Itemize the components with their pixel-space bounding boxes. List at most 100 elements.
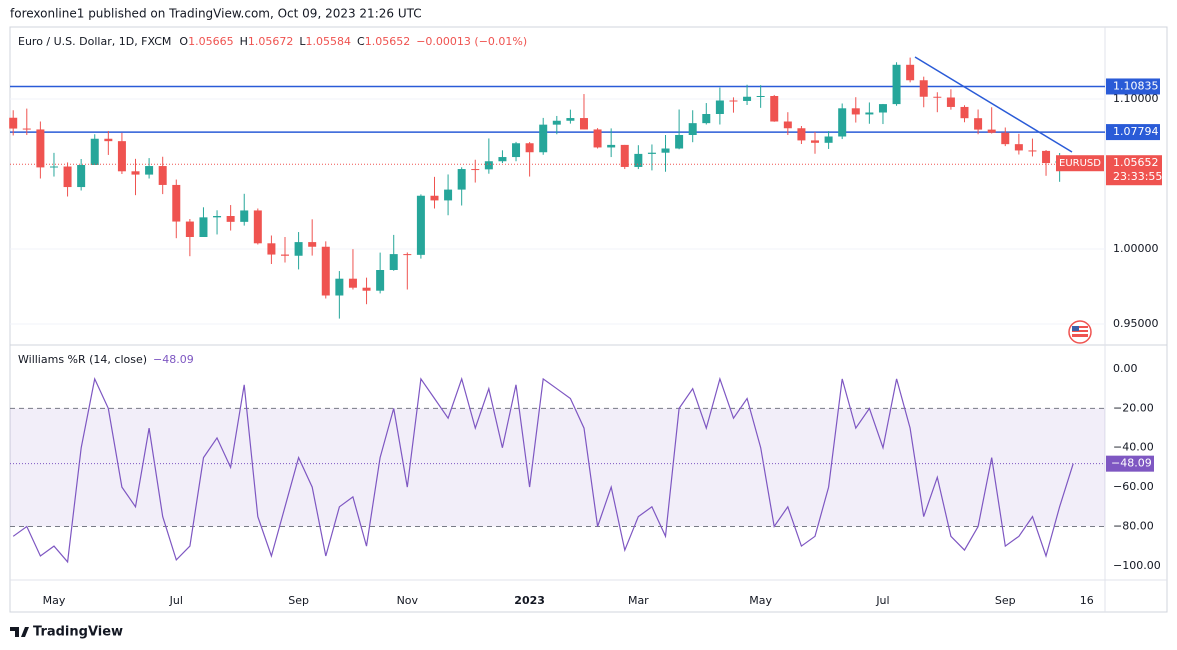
candle-body	[430, 195, 439, 201]
level-price-label: 1.10835	[1113, 79, 1159, 92]
candle-body	[688, 123, 697, 135]
x-tick-label: Jul	[169, 594, 183, 607]
candle-body	[416, 195, 425, 255]
candle-body	[308, 242, 317, 247]
flag-stripes	[1072, 326, 1088, 337]
candle-body	[797, 128, 806, 141]
x-tick-label: 16	[1080, 594, 1094, 607]
candle-body	[974, 118, 983, 130]
candle-body	[281, 254, 289, 256]
countdown-label: 23:33:55	[1113, 170, 1162, 183]
level-price-box	[1106, 78, 1160, 95]
publish-header: forexonline1 published on TradingView.co…	[10, 7, 422, 21]
candle-body	[90, 138, 99, 165]
chart-frame	[9, 26, 1168, 613]
candle-body	[104, 138, 113, 142]
candle-body	[403, 254, 412, 256]
x-tick-label: May	[43, 594, 66, 607]
candle-body	[675, 135, 684, 149]
candle-body	[444, 189, 453, 201]
indicator-legend: Williams %R (14, close) −48.09	[18, 353, 194, 366]
trend-line	[914, 56, 1073, 153]
candle-body	[199, 217, 208, 237]
candle-body	[77, 165, 86, 188]
candle-body	[987, 129, 996, 133]
candle-body	[593, 129, 602, 148]
level-price-label: 1.07794	[1113, 125, 1159, 138]
candle-body	[49, 166, 58, 168]
x-tick-label: 2023	[514, 594, 545, 607]
tradingview-logo: TradingView	[10, 625, 123, 640]
last-price-label: 1.05652	[1113, 156, 1159, 169]
logo-mark	[10, 627, 29, 637]
candle-body	[117, 141, 126, 172]
candle-body	[376, 270, 385, 291]
candle-body	[362, 287, 371, 291]
candle-body	[579, 118, 588, 130]
legend-part: Williams %R (14, close)	[18, 353, 147, 366]
candle-body	[661, 148, 670, 153]
candle-body	[715, 100, 724, 114]
candle-body	[756, 96, 765, 97]
candle-body	[1014, 144, 1023, 151]
candle-body	[22, 128, 31, 130]
band-fill	[10, 408, 1105, 527]
candle-body	[906, 64, 915, 81]
footer-brand: TradingView	[33, 625, 123, 640]
candle-body	[770, 96, 779, 122]
candle-body	[145, 166, 154, 175]
candle-body	[1042, 150, 1051, 164]
candle-body	[348, 278, 357, 288]
legend-part: L	[299, 35, 306, 48]
y-tick-label: −80.00	[1113, 519, 1154, 532]
indicator-line	[12, 376, 1074, 564]
candle-body	[1028, 150, 1037, 152]
candle-body	[865, 112, 874, 115]
candle-body	[63, 166, 72, 188]
legend-part: Euro / U.S. Dollar, 1D, FXCM	[18, 35, 171, 48]
candle-body	[9, 117, 18, 129]
y-tick-label: −40.00	[1113, 441, 1154, 454]
candle-body	[607, 144, 616, 148]
candle-body	[566, 118, 575, 121]
legend-part: −0.00013 (−0.01%)	[416, 35, 527, 48]
legend-part: H	[240, 35, 248, 48]
candle-body	[743, 96, 752, 101]
candle-body	[131, 171, 140, 175]
legend-part: C	[357, 35, 365, 48]
candle-body	[851, 108, 860, 115]
x-tick-label: Jul	[875, 594, 889, 607]
candle-body	[321, 246, 330, 296]
candle-body	[498, 157, 507, 162]
symbol-label: EURUSD	[1059, 158, 1101, 169]
candle-body	[253, 210, 262, 244]
candle-body	[294, 242, 303, 256]
flag-stripe	[1072, 328, 1088, 330]
candle-body	[525, 143, 534, 153]
x-tick-label: Nov	[397, 594, 419, 607]
y-tick-label: 0.95000	[1113, 317, 1159, 330]
legend-part: 1.05584	[306, 35, 352, 48]
candle-body	[512, 143, 521, 158]
candle-body	[158, 166, 167, 185]
candle-body	[1001, 132, 1010, 145]
candle-body	[36, 129, 45, 168]
plot-layer: May Jul Sep Nov 2023 Mar May Jul Sep 16 0.95000 1.0…	[9, 35, 1162, 607]
y-tick-label: −100.00	[1113, 559, 1161, 572]
candle-body	[267, 243, 276, 255]
candle-body	[960, 106, 969, 119]
y-tick-label: −20.00	[1113, 401, 1154, 414]
candle-body	[185, 221, 194, 237]
candle-body	[647, 152, 656, 154]
legend-part: 1.05665	[188, 35, 234, 48]
x-tick-label: May	[749, 594, 772, 607]
ohlc-legend: Euro / U.S. Dollar, 1D, FXCM O1.05665 H1.0…	[18, 35, 527, 48]
candle-body	[484, 161, 493, 170]
candle-body	[226, 216, 235, 222]
level-price-box	[1106, 124, 1160, 141]
last-price-box	[1106, 155, 1162, 186]
candle-body	[838, 108, 847, 137]
candle-body	[457, 169, 466, 190]
